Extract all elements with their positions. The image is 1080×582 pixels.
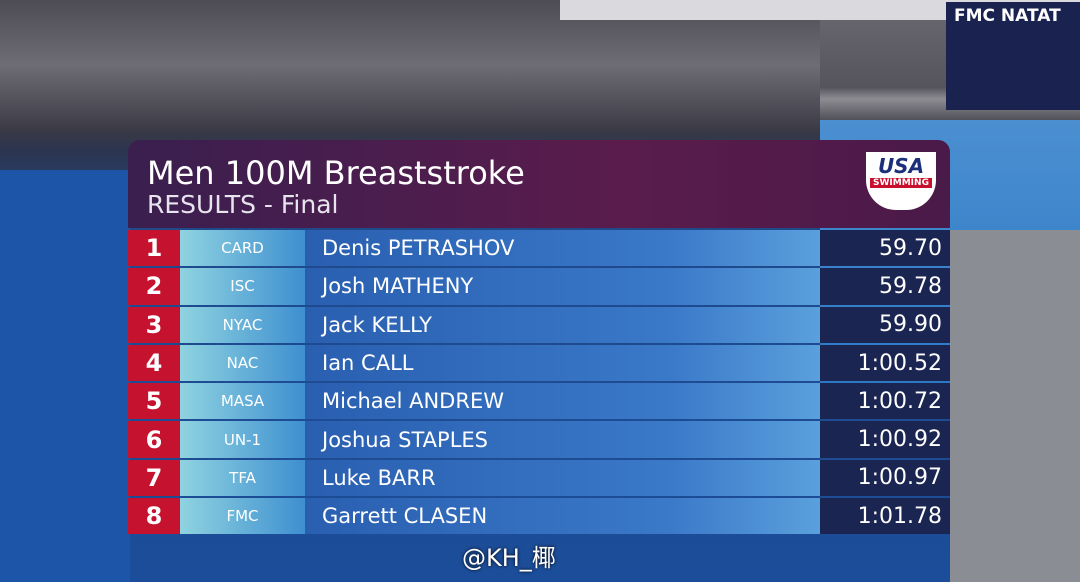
result-row: 7 TFA Luke BARR 1:00.97 (128, 459, 950, 497)
swimmer-name: Denis PETRASHOV (305, 230, 820, 267)
time: 59.70 (820, 230, 950, 267)
time: 1:00.52 (820, 344, 950, 382)
swimmer-name: Jack KELLY (305, 306, 820, 343)
team: CARD (180, 230, 305, 267)
place: 1 (128, 230, 180, 267)
logo-top: USA (877, 154, 925, 178)
result-row: 6 UN-1 Joshua STAPLES 1:00.92 (128, 421, 950, 458)
place: 3 (128, 306, 180, 343)
result-row: 2 ISC Josh MATHENY 59.78 (128, 268, 950, 305)
time: 1:00.92 (820, 421, 950, 458)
result-row: 5 MASA Michael ANDREW 1:00.72 (128, 383, 950, 420)
time: 1:00.72 (820, 383, 950, 420)
team: ISC (180, 268, 305, 305)
swimmer-name: Luke BARR (305, 459, 820, 497)
swimmer-name: Garrett CLASEN (305, 498, 820, 535)
header: Men 100M Breaststroke RESULTS - Final US… (128, 140, 950, 228)
team: NYAC (180, 306, 305, 343)
team: NAC (180, 344, 305, 382)
time: 59.90 (820, 306, 950, 343)
place: 4 (128, 344, 180, 382)
team: MASA (180, 383, 305, 420)
result-row: 4 NAC Ian CALL 1:00.52 (128, 344, 950, 382)
swimmer-name: Michael ANDREW (305, 383, 820, 420)
stands (0, 0, 820, 130)
place: 2 (128, 268, 180, 305)
place: 6 (128, 421, 180, 458)
time: 59.78 (820, 268, 950, 305)
logo-bottom: SWIMMING (870, 178, 932, 188)
place: 7 (128, 459, 180, 497)
deck (950, 230, 1080, 582)
swimmer-name: Josh MATHENY (305, 268, 820, 305)
time: 1:00.97 (820, 459, 950, 497)
subtitle: RESULTS - Final (147, 190, 339, 219)
venue-sign: FMC NATAT (946, 2, 1080, 110)
team: UN-1 (180, 421, 305, 458)
team: FMC (180, 498, 305, 535)
logo: USA SWIMMING (866, 152, 936, 210)
results-panel: Men 100M Breaststroke RESULTS - Final US… (128, 140, 950, 535)
place: 5 (128, 383, 180, 420)
swimmer-name: Joshua STAPLES (305, 421, 820, 458)
result-row: 8 FMC Garrett CLASEN 1:01.78 (128, 498, 950, 535)
title: Men 100M Breaststroke (147, 154, 525, 192)
place: 8 (128, 498, 180, 535)
rows: 1 CARD Denis PETRASHOV 59.70 2 ISC Josh MATHEN… (128, 230, 950, 535)
watermark: @KH_椰 (462, 544, 556, 572)
team: TFA (180, 459, 305, 497)
swimmer-name: Ian CALL (305, 344, 820, 382)
time: 1:01.78 (820, 498, 950, 535)
floor (0, 170, 130, 582)
result-row: 1 CARD Denis PETRASHOV 59.70 (128, 230, 950, 267)
result-row: 3 NYAC Jack KELLY 59.90 (128, 306, 950, 343)
